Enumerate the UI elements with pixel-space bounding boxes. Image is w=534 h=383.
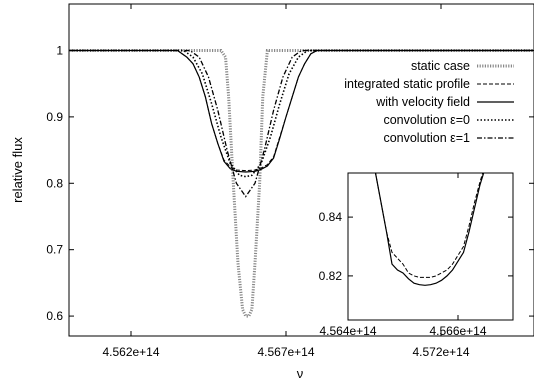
inset-xtick-label-0: 4.564e+14 xyxy=(319,324,376,338)
main-series-line-3 xyxy=(69,49,534,178)
legend-label-4: convolution ε=1 xyxy=(383,131,470,145)
main-ytick-label-2: 0.8 xyxy=(46,176,63,190)
legend-label-1: integrated static profile xyxy=(344,77,470,91)
inset-ytick-label-1: 0.84 xyxy=(319,210,343,224)
plot-frame xyxy=(68,3,534,337)
main-ytick-label-3: 0.9 xyxy=(46,110,63,124)
main-ytick-label-1: 0.7 xyxy=(46,243,63,257)
y-axis-label: relative flux xyxy=(10,137,25,203)
x-axis-label: ν xyxy=(297,366,304,381)
inset-series-line-1 xyxy=(374,173,485,286)
main-series xyxy=(69,48,534,318)
inset-series xyxy=(374,173,485,286)
inset-background xyxy=(347,172,514,321)
main-ytick-label-0: 0.6 xyxy=(46,309,63,323)
inset-axis-ticks: 0.82 0.84 4.564e+14 4.566e+14 xyxy=(319,173,513,338)
legend: static case integrated static profile with… xyxy=(344,59,514,145)
legend-label-3: convolution ε=0 xyxy=(383,113,470,127)
main-series-line-4 xyxy=(69,49,534,198)
inset-ytick-label-0: 0.82 xyxy=(319,269,343,283)
inset-xtick-label-1: 4.566e+14 xyxy=(429,324,486,338)
main-series-line-2 xyxy=(69,49,534,173)
main-ytick-label-4: 1 xyxy=(56,43,63,57)
main-axis-ticks: 0.6 0.7 0.8 0.9 1 4.562e+14 4.567e+14 4.572e+14 xyxy=(46,4,534,359)
legend-label-2: with velocity field xyxy=(375,95,470,109)
main-xtick-label-1: 4.567e+14 xyxy=(257,345,314,359)
main-series-line-0 xyxy=(69,48,534,318)
main-xtick-label-2: 4.572e+14 xyxy=(412,345,469,359)
main-xtick-label-0: 4.562e+14 xyxy=(102,345,159,359)
legend-label-0: static case xyxy=(411,59,470,73)
